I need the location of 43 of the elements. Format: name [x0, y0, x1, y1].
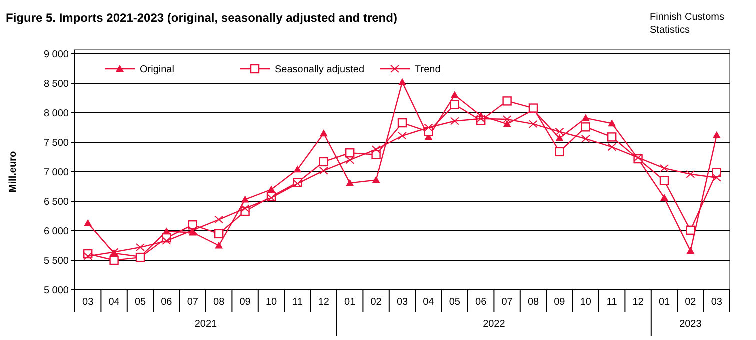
x-tick-label: 01 — [344, 297, 356, 308]
x-tick-label: 03 — [711, 297, 723, 308]
x-tick-label: 03 — [396, 297, 408, 308]
y-tick-label: 6 000 — [44, 226, 70, 238]
y-tick-label: 5 000 — [44, 286, 70, 296]
x-tick-label: 11 — [292, 297, 304, 308]
x-tick-label: 12 — [318, 297, 330, 308]
text: Finnish Customs Statistics — [650, 12, 724, 36]
x-tick-label: 04 — [108, 297, 120, 308]
legend-label: Original — [140, 64, 174, 76]
text: 2022 — [483, 319, 506, 330]
y-tick-label: 8 500 — [44, 79, 70, 90]
x-tick-label: 07 — [187, 297, 199, 308]
x-tick-label: 08 — [528, 297, 540, 308]
x-tick-label: 01 — [658, 297, 670, 308]
x-tick-label: 09 — [240, 297, 252, 308]
x-tick-label: 05 — [449, 297, 461, 308]
legend-label: Seasonally adjusted — [275, 64, 365, 76]
y-tick-label: 5 500 — [44, 256, 70, 267]
x-tick-label: 02 — [370, 297, 382, 308]
text: 2021 — [194, 319, 218, 330]
x-tick-label: 10 — [580, 297, 592, 308]
x-tick-label: 06 — [161, 297, 173, 308]
x-tick-label: 06 — [476, 297, 488, 308]
x-tick-label: 04 — [423, 297, 435, 308]
x-tick-label: 08 — [214, 297, 226, 308]
y-tick-label: 6 500 — [44, 197, 70, 208]
x-tick-label: 09 — [554, 297, 566, 308]
x-tick-label: 05 — [134, 297, 146, 308]
y-axis-title: Mill.euro — [8, 151, 19, 193]
y-tick-label: 8 000 — [44, 108, 70, 120]
y-tick-label: 9 000 — [44, 50, 70, 60]
x-tick-label: 10 — [266, 297, 278, 308]
x-tick-label: 12 — [632, 297, 644, 308]
x-tick-label: 11 — [606, 297, 618, 308]
chart-title: Figure 5. Imports 2021-2023 (original, seasonally adjusted and trend) — [6, 11, 398, 25]
x-tick-label: 03 — [82, 297, 94, 308]
x-tick-label: 02 — [685, 297, 697, 308]
y-tick-label: 7 000 — [44, 168, 70, 178]
legend-label: Trend — [415, 64, 441, 76]
x-tick-label: 07 — [502, 297, 514, 308]
y-tick-label: 7 500 — [44, 138, 70, 149]
text: 2023 — [680, 319, 702, 330]
